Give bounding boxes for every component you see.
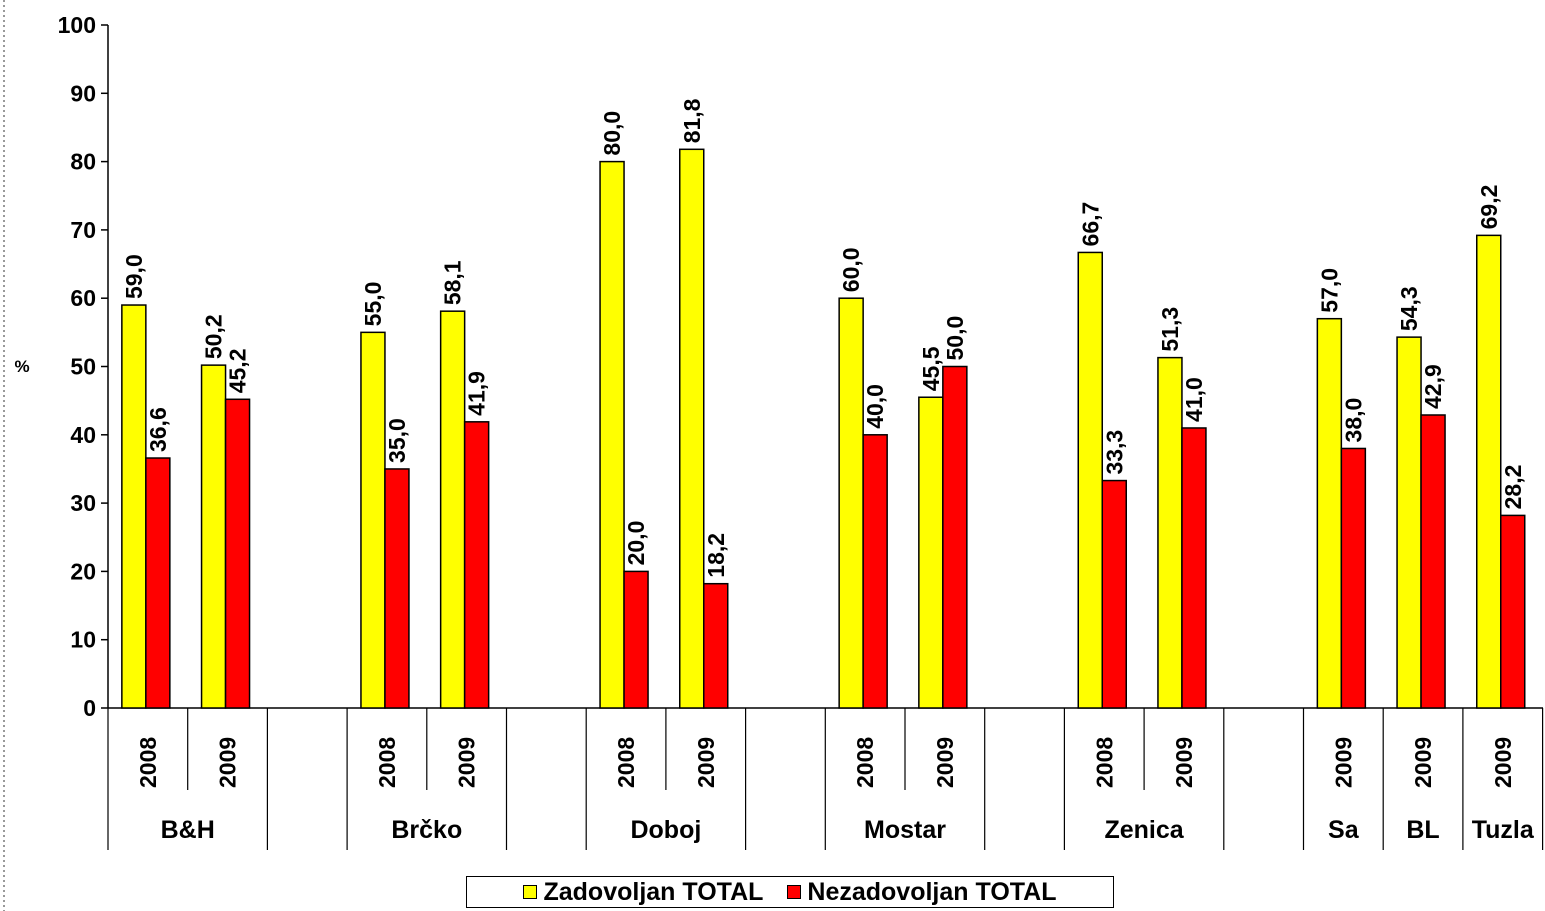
data-label-nezadovoljan: 42,9 <box>1420 364 1446 409</box>
group-label: Sa <box>1328 816 1360 844</box>
data-label-zadovoljan: 55,0 <box>360 282 386 327</box>
bar-zadovoljan <box>360 331 386 709</box>
year-tick-label: 2009 <box>215 737 241 788</box>
year-tick-label: 2009 <box>932 737 958 788</box>
bar-nezadovoljan <box>1101 479 1127 709</box>
year-tick-label: 2009 <box>1410 737 1436 788</box>
data-label-zadovoljan: 66,7 <box>1077 202 1103 247</box>
bar-zadovoljan <box>599 160 625 709</box>
y-tick-label: 0 <box>83 695 96 721</box>
data-label-nezadovoljan: 45,2 <box>225 349 251 394</box>
y-tick-label: 20 <box>70 558 96 584</box>
bar-nezadovoljan <box>1181 427 1207 709</box>
data-label-zadovoljan: 69,2 <box>1476 185 1502 230</box>
data-label-zadovoljan: 50,2 <box>201 314 227 359</box>
bar-nezadovoljan <box>1420 414 1446 709</box>
group-label: B&H <box>161 816 215 844</box>
y-tick-label: 40 <box>70 422 96 448</box>
data-label-zadovoljan: 57,0 <box>1316 268 1342 313</box>
year-tick-label: 2009 <box>693 737 719 788</box>
group-label: Zenica <box>1104 816 1184 844</box>
data-label-nezadovoljan: 18,2 <box>703 533 729 578</box>
year-tick-label: 2009 <box>1490 737 1516 788</box>
bar-zadovoljan <box>679 148 705 709</box>
data-label-nezadovoljan: 41,9 <box>464 371 490 416</box>
bar-zadovoljan <box>1396 336 1422 709</box>
legend-item-zadovoljan: Zadovoljan TOTAL <box>523 878 763 907</box>
bar-zadovoljan <box>1476 234 1502 709</box>
data-label-zadovoljan: 45,5 <box>918 346 944 391</box>
bar-zadovoljan <box>439 310 466 709</box>
data-label-nezadovoljan: 28,2 <box>1500 465 1526 510</box>
year-tick-label: 2008 <box>613 737 639 788</box>
y-axis-label: % <box>14 357 29 376</box>
year-tick-label: 2008 <box>1091 737 1117 788</box>
bar-zadovoljan <box>1077 251 1103 709</box>
legend-label-nezadovoljan: Nezadovoljan TOTAL <box>807 877 1057 906</box>
data-label-nezadovoljan: 50,0 <box>942 316 968 361</box>
bar-nezadovoljan <box>145 457 171 709</box>
data-label-nezadovoljan: 41,0 <box>1181 377 1207 422</box>
bar-nezadovoljan <box>384 468 410 709</box>
year-tick-label: 2008 <box>135 737 161 788</box>
bar-zadovoljan <box>1157 356 1183 709</box>
data-label-nezadovoljan: 20,0 <box>623 521 649 566</box>
y-tick-label: 90 <box>70 80 96 106</box>
y-tick-label: 60 <box>70 285 96 311</box>
data-label-nezadovoljan: 40,0 <box>862 384 888 429</box>
year-tick-label: 2009 <box>1171 737 1197 788</box>
data-label-nezadovoljan: 38,0 <box>1340 398 1366 443</box>
data-label-zadovoljan: 54,3 <box>1396 286 1422 331</box>
legend-swatch-zadovoljan <box>523 885 538 899</box>
y-tick-label: 30 <box>70 490 96 516</box>
data-label-zadovoljan: 81,8 <box>679 98 705 143</box>
bar-zadovoljan <box>838 297 864 709</box>
bar-nezadovoljan <box>1340 447 1367 709</box>
y-tick-label: 100 <box>58 12 96 38</box>
group-label: Doboj <box>630 816 701 844</box>
y-tick-label: 80 <box>70 149 96 175</box>
data-label-zadovoljan: 60,0 <box>838 247 864 292</box>
year-tick-label: 2009 <box>1330 737 1356 788</box>
data-label-zadovoljan: 59,0 <box>121 254 147 299</box>
bar-nezadovoljan <box>703 582 729 709</box>
bar-zadovoljan <box>918 396 944 709</box>
bar-zadovoljan <box>121 304 147 709</box>
legend-item-nezadovoljan: Nezadovoljan TOTAL <box>787 877 1057 907</box>
data-label-zadovoljan: 58,1 <box>440 260 466 305</box>
bar-nezadovoljan <box>862 434 888 709</box>
bar-zadovoljan <box>200 364 227 709</box>
bar-nezadovoljan <box>623 570 649 709</box>
year-tick-label: 2009 <box>454 737 480 788</box>
data-label-zadovoljan: 80,0 <box>599 111 625 156</box>
legend-swatch-nezadovoljan <box>787 885 802 899</box>
group-label: Tuzla <box>1472 816 1535 844</box>
bar-nezadovoljan <box>942 365 968 709</box>
legend-label-zadovoljan: Zadovoljan TOTAL <box>543 877 764 906</box>
group-label: Brčko <box>391 816 462 844</box>
bar-nezadovoljan <box>463 421 490 709</box>
group-label: BL <box>1406 816 1439 844</box>
data-label-nezadovoljan: 35,0 <box>384 418 410 463</box>
year-tick-label: 2008 <box>852 737 878 788</box>
bar-nezadovoljan <box>224 398 251 709</box>
bar-nezadovoljan <box>1500 514 1526 709</box>
group-label: Mostar <box>864 816 946 844</box>
data-label-nezadovoljan: 36,6 <box>145 407 171 452</box>
bar-zadovoljan <box>1316 317 1343 709</box>
y-tick-label: 10 <box>70 627 96 653</box>
y-tick-label: 50 <box>70 354 96 380</box>
data-label-zadovoljan: 51,3 <box>1157 307 1183 352</box>
legend: Zadovoljan TOTAL Nezadovoljan TOTAL <box>466 876 1114 908</box>
year-tick-label: 2008 <box>374 737 400 788</box>
y-tick-label: 70 <box>70 217 96 243</box>
data-label-nezadovoljan: 33,3 <box>1101 430 1127 475</box>
